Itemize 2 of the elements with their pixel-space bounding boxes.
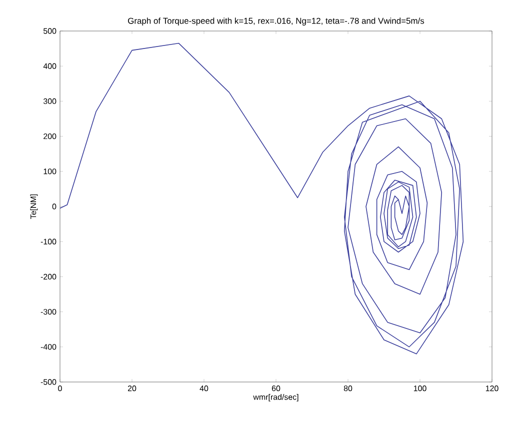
line-series	[60, 42, 464, 354]
chart-title: Graph of Torque-speed with k=15, rex=.016, Ng=12, teta=-.78 and Vwind=5m/s	[128, 18, 424, 26]
